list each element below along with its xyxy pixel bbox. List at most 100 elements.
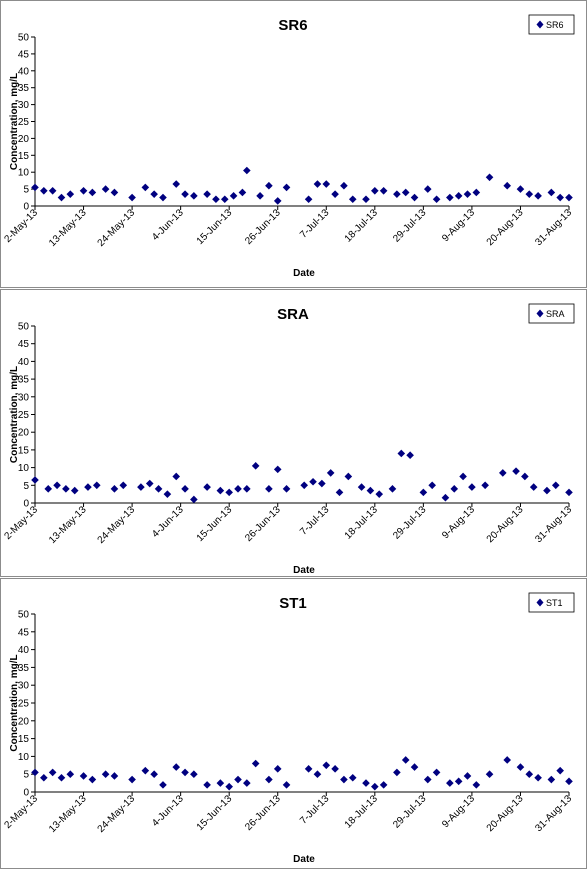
y-tick-label: 0 [23,788,29,799]
data-point [344,472,353,481]
legend-box [528,303,575,324]
data-point [251,759,260,768]
y-tick-label: 20 [18,428,30,439]
data-point [150,770,158,778]
y-tick-label: 25 [18,699,30,710]
data-point [216,486,225,495]
data-point [379,781,388,789]
data-point [423,185,432,193]
data-point [181,485,189,493]
y-tick-label: 35 [18,663,30,674]
legend-label: SRA [546,309,565,319]
data-point [190,192,198,200]
data-point [243,779,251,787]
data-point [503,181,512,190]
data-point [565,488,573,497]
data-point [516,185,525,193]
data-point [375,490,384,498]
data-point [40,773,48,782]
y-tick-label: 0 [23,499,29,510]
data-point [70,486,79,495]
y-tick-label: 15 [18,734,30,745]
data-point [234,775,242,784]
data-point [534,773,542,782]
data-point [551,481,560,490]
data-point [503,756,512,764]
data-point [251,462,260,470]
legend-box [528,592,575,613]
data-point [525,190,534,198]
data-point [516,763,525,771]
data-point [410,193,419,202]
data-point [521,472,529,481]
data-point [534,192,542,200]
y-tick-label: 5 [23,770,29,781]
data-point [371,782,379,791]
data-point [31,476,39,484]
data-point [181,768,189,777]
data-point [366,486,375,495]
panel-frame [0,289,587,577]
data-point [141,183,150,192]
y-axis-title: Concentration, mg/L [9,73,20,170]
data-point [225,782,233,791]
data-point [110,772,119,780]
data-point [256,192,264,200]
legend-label: SR6 [546,20,564,30]
y-tick-label: 40 [18,645,30,656]
data-point [243,166,251,175]
data-point [393,190,401,198]
data-point [401,756,410,764]
y-tick-label: 45 [18,627,30,638]
data-point [62,485,70,493]
data-point [101,770,110,778]
data-point [203,781,211,789]
legend: SRA [528,303,575,324]
data-point [348,195,357,204]
legend-marker [536,309,544,318]
data-point [265,181,273,190]
data-point [282,781,291,789]
data-point [190,495,198,504]
data-point [163,490,172,498]
data-point [137,483,145,491]
data-point [88,775,97,784]
data-point [313,770,322,778]
data-point [48,186,57,195]
legend-box [528,14,575,35]
y-tick-label: 5 [23,185,29,196]
data-point [141,766,150,775]
data-point [66,770,75,778]
data-point [265,775,273,784]
data-point [172,180,181,188]
data-point [229,192,238,200]
data-point [154,485,163,493]
data-point [331,765,339,773]
chart-title: SR6 [278,17,307,34]
data-point [79,772,88,780]
data-point [88,188,97,197]
data-point [463,190,472,198]
y-tick-label: 35 [18,375,30,386]
data-point [172,472,181,481]
data-point [304,195,313,204]
y-tick-label: 20 [18,134,30,145]
data-point [322,761,331,770]
data-point [525,770,534,778]
data-point [485,770,494,778]
data-point [243,485,251,493]
y-tick-label: 50 [18,322,30,333]
y-tick-label: 30 [18,100,30,111]
y-tick-label: 10 [18,463,30,474]
data-point [543,486,551,495]
y-tick-label: 25 [18,410,30,421]
x-axis-title: Date [293,854,315,865]
data-point [547,775,556,784]
data-point [441,493,450,502]
data-point [265,485,273,493]
y-tick-label: 50 [18,610,30,621]
data-point [423,775,432,784]
data-point [31,183,39,192]
data-point [547,188,556,197]
